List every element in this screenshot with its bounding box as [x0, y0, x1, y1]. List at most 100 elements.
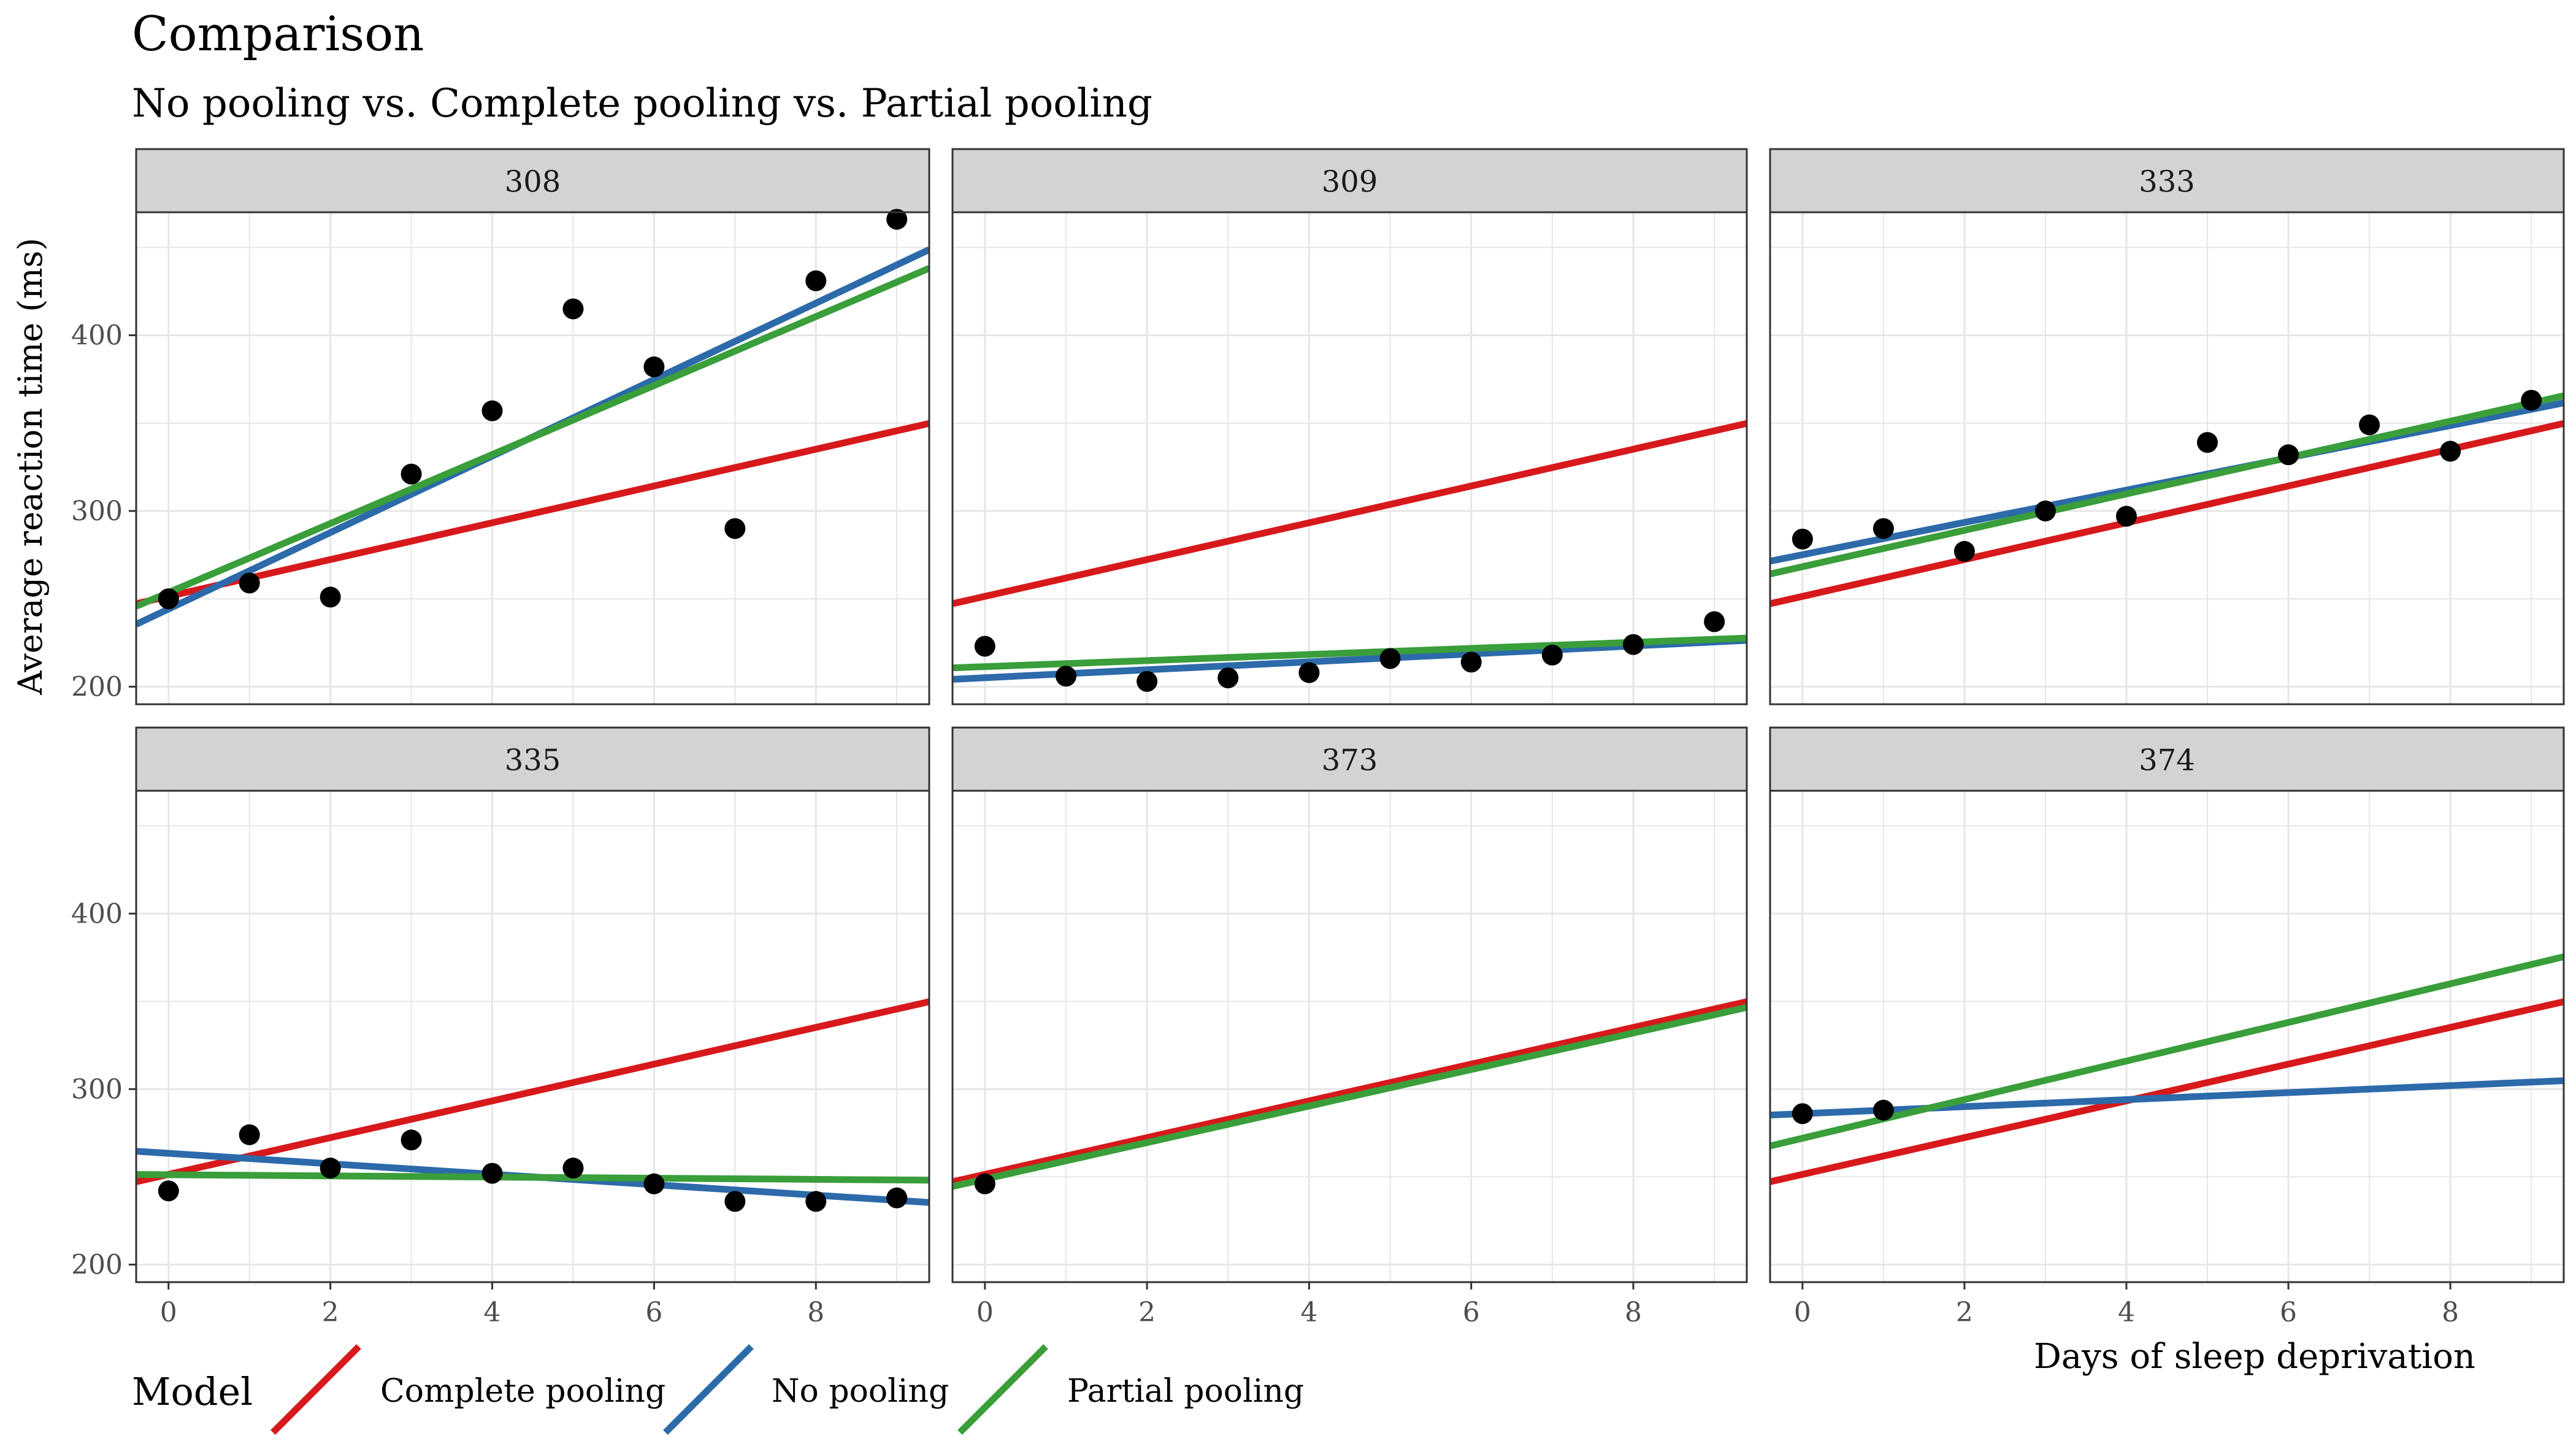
data-point	[974, 1173, 995, 1194]
y-tick-label: 400	[71, 898, 123, 929]
x-tick-label: 8	[2442, 1297, 2459, 1328]
data-point	[724, 1191, 746, 1212]
panel-border	[135, 790, 930, 1283]
data-points	[974, 1173, 995, 1194]
gridlines	[953, 791, 1747, 1282]
data-point	[481, 400, 503, 421]
panel-309: 309	[951, 148, 1748, 705]
panel-border	[1769, 211, 2565, 705]
fit-lines	[1770, 392, 2564, 607]
fit-line-no-pooling	[1770, 1077, 2564, 1119]
data-points	[1792, 390, 2542, 562]
data-point	[320, 1158, 341, 1179]
x-tick-label: 2	[1956, 1297, 1973, 1328]
fit-lines	[136, 246, 929, 628]
facet-strip	[1769, 726, 2565, 792]
data-point	[1873, 518, 1894, 539]
fit-line-complete-pooling	[136, 998, 929, 1185]
data-point	[2034, 500, 2056, 521]
x-tick-label: 6	[1463, 1297, 1480, 1328]
data-point	[643, 1173, 665, 1194]
data-point	[2359, 414, 2380, 436]
facet-label: 373	[1322, 744, 1378, 778]
fit-line-partial-pooling	[1770, 392, 2564, 577]
x-tick-label: 8	[1625, 1297, 1642, 1328]
panel-border	[951, 790, 1748, 1283]
fit-lines	[136, 998, 929, 1206]
data-point	[562, 298, 584, 320]
fit-lines	[1770, 953, 2564, 1185]
facet-panels: 308 200 300 400 309 333 335 200 300 400 0 2 4 6 8 373 0 2…	[71, 148, 2565, 1328]
data-point	[1137, 671, 1158, 692]
facet-label: 309	[1322, 165, 1378, 199]
y-tick-label: 200	[71, 1249, 123, 1280]
y-tick-label: 400	[71, 320, 123, 352]
panel-border	[135, 211, 930, 705]
data-point	[1541, 644, 1563, 666]
data-points	[974, 611, 1725, 692]
x-tick-label: 0	[160, 1297, 177, 1328]
data-point	[401, 1129, 422, 1151]
y-tick-label: 300	[71, 1074, 123, 1105]
data-point	[562, 1158, 584, 1179]
y-tick-label: 300	[71, 496, 123, 527]
legend: Model Complete pooling No pooling Partial …	[132, 1344, 1304, 1435]
data-point	[2197, 432, 2218, 453]
fit-line-complete-pooling	[953, 420, 1747, 607]
data-point	[2278, 444, 2299, 466]
legend-label: Complete pooling	[380, 1373, 665, 1410]
facet-strip	[135, 148, 930, 213]
data-point	[886, 1187, 908, 1209]
data-point	[974, 636, 995, 657]
x-tick-label: 8	[807, 1297, 824, 1328]
data-point	[1217, 667, 1239, 689]
panel-335: 335 200 300 400 0 2 4 6 8	[71, 726, 930, 1328]
data-points	[158, 209, 908, 610]
data-point	[239, 1124, 260, 1145]
legend-title: Model	[132, 1369, 253, 1414]
data-point	[724, 518, 746, 539]
x-axis-title: Days of sleep deprivation	[2034, 1337, 2475, 1377]
data-point	[2115, 505, 2137, 527]
data-point	[239, 572, 260, 594]
facet-label: 308	[505, 165, 561, 199]
x-tick-label: 0	[976, 1297, 994, 1328]
data-point	[158, 588, 179, 610]
x-tick-label: 4	[484, 1297, 501, 1328]
fit-line-partial-pooling	[1770, 953, 2564, 1150]
facet-strip	[951, 148, 1748, 213]
data-point	[481, 1163, 503, 1184]
x-tick-label: 2	[1138, 1297, 1156, 1328]
gridlines	[953, 212, 1747, 704]
fit-line-partial-pooling	[136, 265, 929, 610]
data-point	[401, 463, 422, 485]
chart-title: Comparison	[132, 7, 424, 62]
fit-line-complete-pooling	[1770, 998, 2564, 1185]
data-point	[1623, 634, 1644, 655]
legend-key-line	[957, 1344, 1048, 1435]
data-point	[805, 1191, 827, 1212]
data-point	[158, 1180, 179, 1202]
fit-lines	[953, 998, 1747, 1190]
facet-strip	[135, 726, 930, 792]
y-tick-label: 200	[71, 671, 123, 702]
legend-item-partial-pooling: Partial pooling	[957, 1344, 1304, 1435]
x-tick-label: 2	[322, 1297, 339, 1328]
facet-label: 335	[505, 744, 561, 778]
panel-333: 333	[1769, 148, 2565, 705]
data-point	[1704, 611, 1725, 632]
legend-item-complete-pooling: Complete pooling	[270, 1344, 665, 1435]
facet-strip	[1769, 148, 2565, 213]
data-point	[320, 586, 341, 608]
facet-label: 333	[2139, 165, 2195, 199]
data-point	[1792, 1103, 1813, 1124]
data-point	[1792, 528, 1813, 550]
data-point	[805, 270, 827, 291]
data-point	[1953, 540, 1975, 562]
data-point	[2521, 390, 2542, 411]
data-point	[1460, 651, 1482, 673]
gridlines	[1770, 212, 2564, 704]
legend-item-no-pooling: No pooling	[663, 1344, 949, 1435]
legend-label: Partial pooling	[1067, 1373, 1304, 1410]
